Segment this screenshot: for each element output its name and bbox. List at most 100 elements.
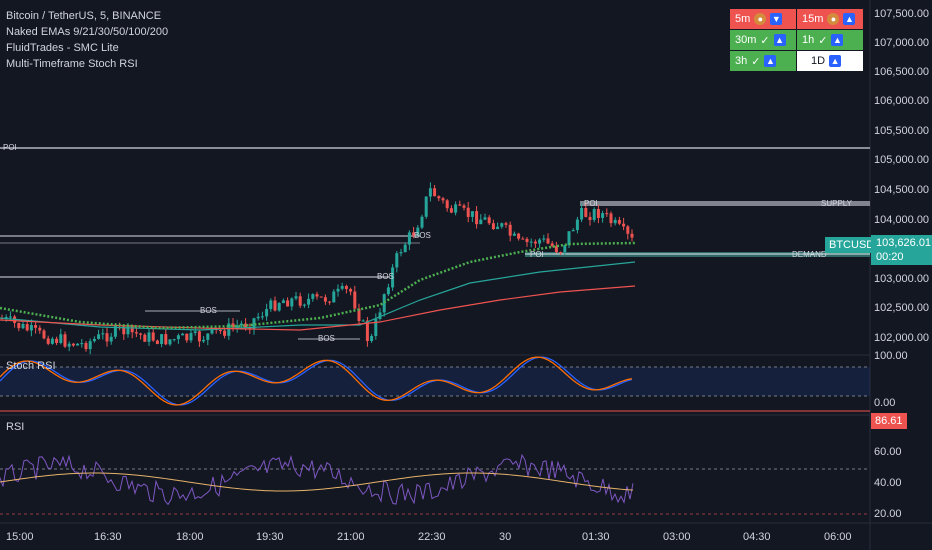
candle-body: [302, 304, 306, 306]
candle-body: [155, 340, 159, 344]
candle-body: [281, 300, 285, 304]
candle-body: [588, 216, 592, 221]
candle-body: [46, 338, 50, 344]
poi-label-top: POI: [3, 143, 17, 152]
indicator-fluidtrades[interactable]: FluidTrades - SMC Lite: [6, 42, 119, 54]
candle-body: [491, 223, 495, 230]
candle-body: [596, 209, 600, 218]
time-tick: 03:00: [663, 531, 691, 543]
candle-body: [466, 207, 470, 217]
candle-body: [508, 224, 512, 236]
candle-body: [617, 219, 621, 224]
symbol-title[interactable]: Bitcoin / TetherUS, 5, BINANCE: [6, 10, 162, 22]
indicator-tick: 100.00: [874, 350, 908, 362]
candle-body: [542, 238, 546, 240]
candle-body: [286, 300, 290, 307]
candle-body: [105, 333, 109, 342]
candle-body: [260, 316, 264, 318]
candle-body: [407, 232, 411, 245]
stoch-rsi-label[interactable]: Stoch RSI: [6, 360, 56, 372]
candle-body: [71, 343, 75, 346]
candle-body: [538, 239, 542, 244]
price-tick: 104,000.00: [874, 214, 930, 226]
mtf-5m-label: 5m: [735, 13, 751, 25]
candle-body: [391, 267, 395, 288]
candle-body: [512, 233, 516, 236]
candle-body: [38, 327, 42, 331]
checkmark-icon: ✓: [818, 34, 828, 47]
candle-body: [580, 207, 584, 220]
candle-body: [160, 334, 164, 344]
candle-body: [67, 343, 71, 347]
candle-body: [403, 244, 407, 253]
up-arrow-icon: ▲: [773, 34, 786, 46]
candle-body: [349, 289, 353, 292]
candle-body: [424, 196, 428, 217]
bear-face-icon: ●: [827, 13, 840, 25]
candle-body: [311, 294, 315, 299]
candle-body: [88, 341, 92, 350]
candle-body: [248, 327, 252, 329]
rsi-label[interactable]: RSI: [6, 421, 25, 433]
indicator-mtf-stoch[interactable]: Multi-Timeframe Stoch RSI: [6, 58, 138, 70]
candle-body: [235, 325, 239, 328]
price-tick: 102,000.00: [874, 332, 930, 344]
candle-body: [454, 204, 458, 213]
candle-body: [500, 223, 504, 227]
candle-body: [277, 303, 281, 311]
mtf-cell-15m: 15m ● ▲: [797, 9, 863, 29]
candle-body: [546, 238, 550, 244]
candle-body: [328, 301, 332, 303]
stoch-layer: [0, 356, 633, 406]
candle-body: [176, 335, 180, 340]
candle-body: [504, 223, 508, 225]
poi-label-mid: POI: [584, 199, 598, 208]
indicator-naked-emas[interactable]: Naked EMAs 9/21/30/50/100/200: [6, 26, 169, 38]
candle-body: [395, 253, 399, 268]
price-tick: 106,000.00: [874, 95, 930, 107]
indicator-tick: 0.00: [874, 397, 896, 409]
mtf-cell-1h: 1h ✓ ▲: [797, 30, 863, 50]
candle-body: [374, 318, 378, 336]
up-arrow-icon: ▲: [831, 34, 844, 46]
candle-body: [130, 325, 134, 333]
candle-body: [340, 286, 344, 289]
candle-body: [609, 213, 613, 224]
poi-label-low: POI: [530, 250, 544, 259]
candle-body: [109, 336, 113, 342]
candle-body: [4, 317, 8, 319]
candle-body: [601, 213, 605, 218]
price-tick: 102,500.00: [874, 302, 930, 314]
candle-body: [307, 298, 311, 305]
candle-body: [8, 316, 12, 318]
last-price-value: 103,626.01: [876, 237, 932, 249]
candle-body: [449, 208, 453, 213]
candle-body: [567, 231, 571, 246]
candle-body: [559, 252, 563, 254]
candle-body: [164, 334, 168, 345]
mtf-1d-label: 1D: [811, 55, 826, 67]
bos-label-2: BOS: [318, 334, 335, 343]
candle-body: [227, 323, 231, 336]
price-tick: 106,500.00: [874, 66, 930, 78]
supply-zone: [580, 201, 870, 206]
candle-body: [294, 296, 298, 299]
candle-body: [223, 330, 227, 336]
candle-body: [63, 334, 67, 347]
candle-body: [613, 219, 617, 224]
candle-body: [143, 334, 147, 342]
bos-label-4: BOS: [414, 231, 431, 240]
candle-body: [189, 332, 193, 341]
candle-body: [172, 339, 176, 341]
candle-body: [626, 226, 630, 234]
candle-body: [420, 216, 424, 228]
time-tick: 01:30: [582, 531, 610, 543]
candle-body: [605, 213, 609, 215]
checkmark-icon: ✓: [760, 34, 770, 47]
candle-body: [416, 227, 420, 236]
candle-body: [210, 328, 214, 334]
mtf-1h-label: 1h: [802, 34, 815, 46]
candle-body: [42, 330, 46, 339]
chart-legend: Bitcoin / TetherUS, 5, BINANCE Naked EMA…: [6, 8, 168, 72]
